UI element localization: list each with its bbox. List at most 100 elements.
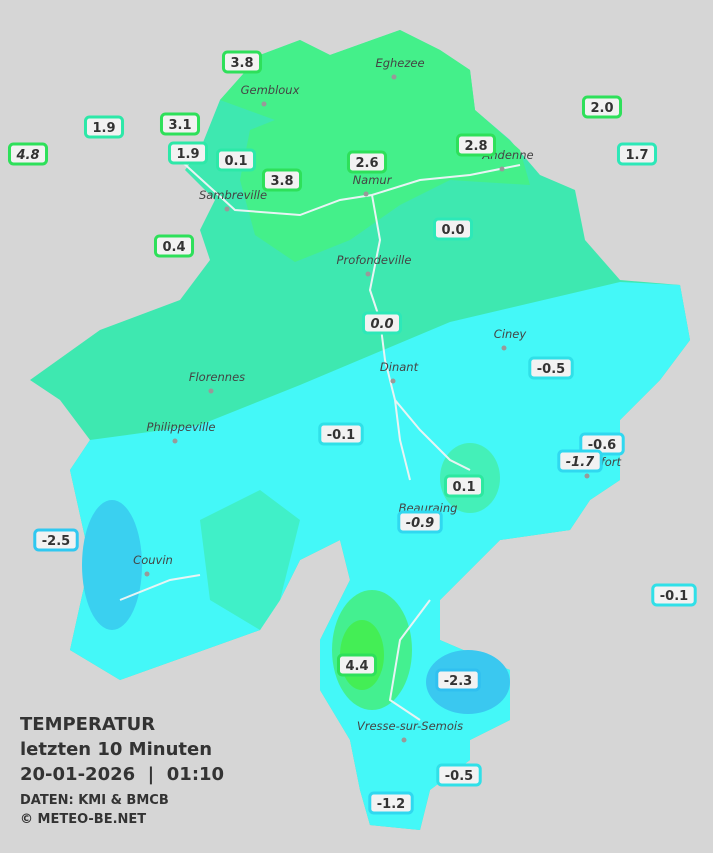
station-value: 0.1 — [452, 480, 475, 495]
station-value: 3.1 — [168, 118, 191, 133]
station-value: -2.5 — [42, 534, 70, 549]
station-box — [581, 95, 623, 119]
city-name: Florennes — [189, 370, 245, 384]
station-value: 1.9 — [92, 121, 115, 136]
station-box — [361, 311, 403, 335]
station-box — [443, 474, 485, 498]
station-box — [432, 217, 474, 241]
station-value: -1.7 — [566, 455, 595, 470]
station-box — [215, 148, 257, 172]
city-name: Namur — [353, 173, 393, 187]
river — [119, 159, 521, 721]
city-dot — [501, 345, 507, 351]
subtitle: letzten 10 Minuten — [20, 739, 212, 760]
city-name: Philippeville — [147, 420, 216, 434]
station: -0.5 — [436, 763, 482, 787]
station-box — [455, 133, 497, 157]
city-dot — [401, 737, 407, 743]
station-box — [318, 422, 364, 446]
station: 4.8 — [7, 142, 49, 166]
station: 0.1 — [215, 148, 257, 172]
station: 4.4 — [336, 653, 378, 677]
city-name: Profondeville — [337, 253, 412, 267]
station-value: 2.8 — [464, 139, 487, 154]
station-value: -0.6 — [588, 438, 616, 453]
city-dot — [144, 571, 150, 577]
station-box — [436, 763, 482, 787]
mild-zone — [200, 490, 300, 630]
station-value: 0.4 — [162, 240, 185, 255]
station-value: 2.6 — [355, 156, 378, 171]
station-value: 4.4 — [345, 659, 368, 674]
city-dot — [208, 388, 214, 394]
station: 3.8 — [261, 168, 303, 192]
station-box — [336, 653, 378, 677]
station: 1.7 — [616, 142, 658, 166]
station-value: 2.0 — [590, 101, 613, 116]
station: -1.7 — [557, 449, 603, 473]
city-name: Ciney — [494, 327, 527, 341]
station: -0.1 — [651, 583, 697, 607]
station-box — [7, 142, 49, 166]
station-box — [616, 142, 658, 166]
title: TEMPERATUR — [20, 714, 155, 735]
station-value: 0.0 — [370, 317, 393, 332]
city-name: Vresse-sur-Semois — [357, 719, 463, 733]
station: 2.0 — [581, 95, 623, 119]
station-value: -2.3 — [444, 674, 472, 689]
city-dot — [261, 101, 267, 107]
city-name: Sambreville — [199, 188, 267, 202]
city-name: Gembloux — [241, 83, 300, 97]
city-dot — [172, 438, 178, 444]
city-name: Eghezee — [375, 56, 424, 70]
source: DATEN: KMI & BMCB — [20, 793, 169, 808]
station-value: 3.8 — [230, 56, 253, 71]
station: -2.5 — [33, 528, 79, 552]
station-value: -0.9 — [406, 516, 434, 531]
station-box — [346, 150, 388, 174]
city-dot — [365, 271, 371, 277]
city-name: Couvin — [133, 553, 173, 567]
warm-zone — [220, 30, 530, 262]
station-value: 3.8 — [270, 174, 293, 189]
station-box — [368, 791, 414, 815]
station: 0.4 — [153, 234, 195, 258]
station: 3.1 — [159, 112, 201, 136]
station-value: -0.1 — [327, 428, 355, 443]
station-box — [159, 112, 201, 136]
station-box — [33, 528, 79, 552]
station-box — [153, 234, 195, 258]
station-box — [651, 583, 697, 607]
station: 0.0 — [361, 311, 403, 335]
station: 2.6 — [346, 150, 388, 174]
station-value: 0.1 — [224, 154, 247, 169]
copyright: © METEO-BE.NET — [20, 812, 146, 827]
station-box — [397, 510, 443, 534]
station-box — [83, 115, 125, 139]
city-dot — [391, 74, 397, 80]
station: -0.9 — [397, 510, 443, 534]
station-box — [167, 141, 209, 165]
station-box — [528, 356, 574, 380]
city-dot — [499, 166, 505, 172]
station: 3.8 — [221, 50, 263, 74]
city-dot — [584, 473, 590, 479]
station-value: 0.0 — [441, 223, 464, 238]
station: 0.1 — [443, 474, 485, 498]
city-name: Dinant — [380, 360, 419, 374]
city-dot — [224, 206, 230, 212]
header: TEMPERATUR letzten 10 Minuten 20-01-2026… — [20, 714, 224, 827]
station: -1.2 — [368, 791, 414, 815]
station: 0.0 — [432, 217, 474, 241]
station-value: -0.5 — [445, 769, 473, 784]
city-dot — [363, 191, 369, 197]
station-value: 4.8 — [15, 148, 39, 163]
datetime: 20-01-2026 | 01:10 — [20, 764, 224, 785]
station-value: -1.2 — [377, 797, 405, 812]
station: -2.3 — [435, 668, 481, 692]
station-box — [261, 168, 303, 192]
cold-zone — [70, 282, 690, 830]
station-box — [435, 668, 481, 692]
station: -0.5 — [528, 356, 574, 380]
